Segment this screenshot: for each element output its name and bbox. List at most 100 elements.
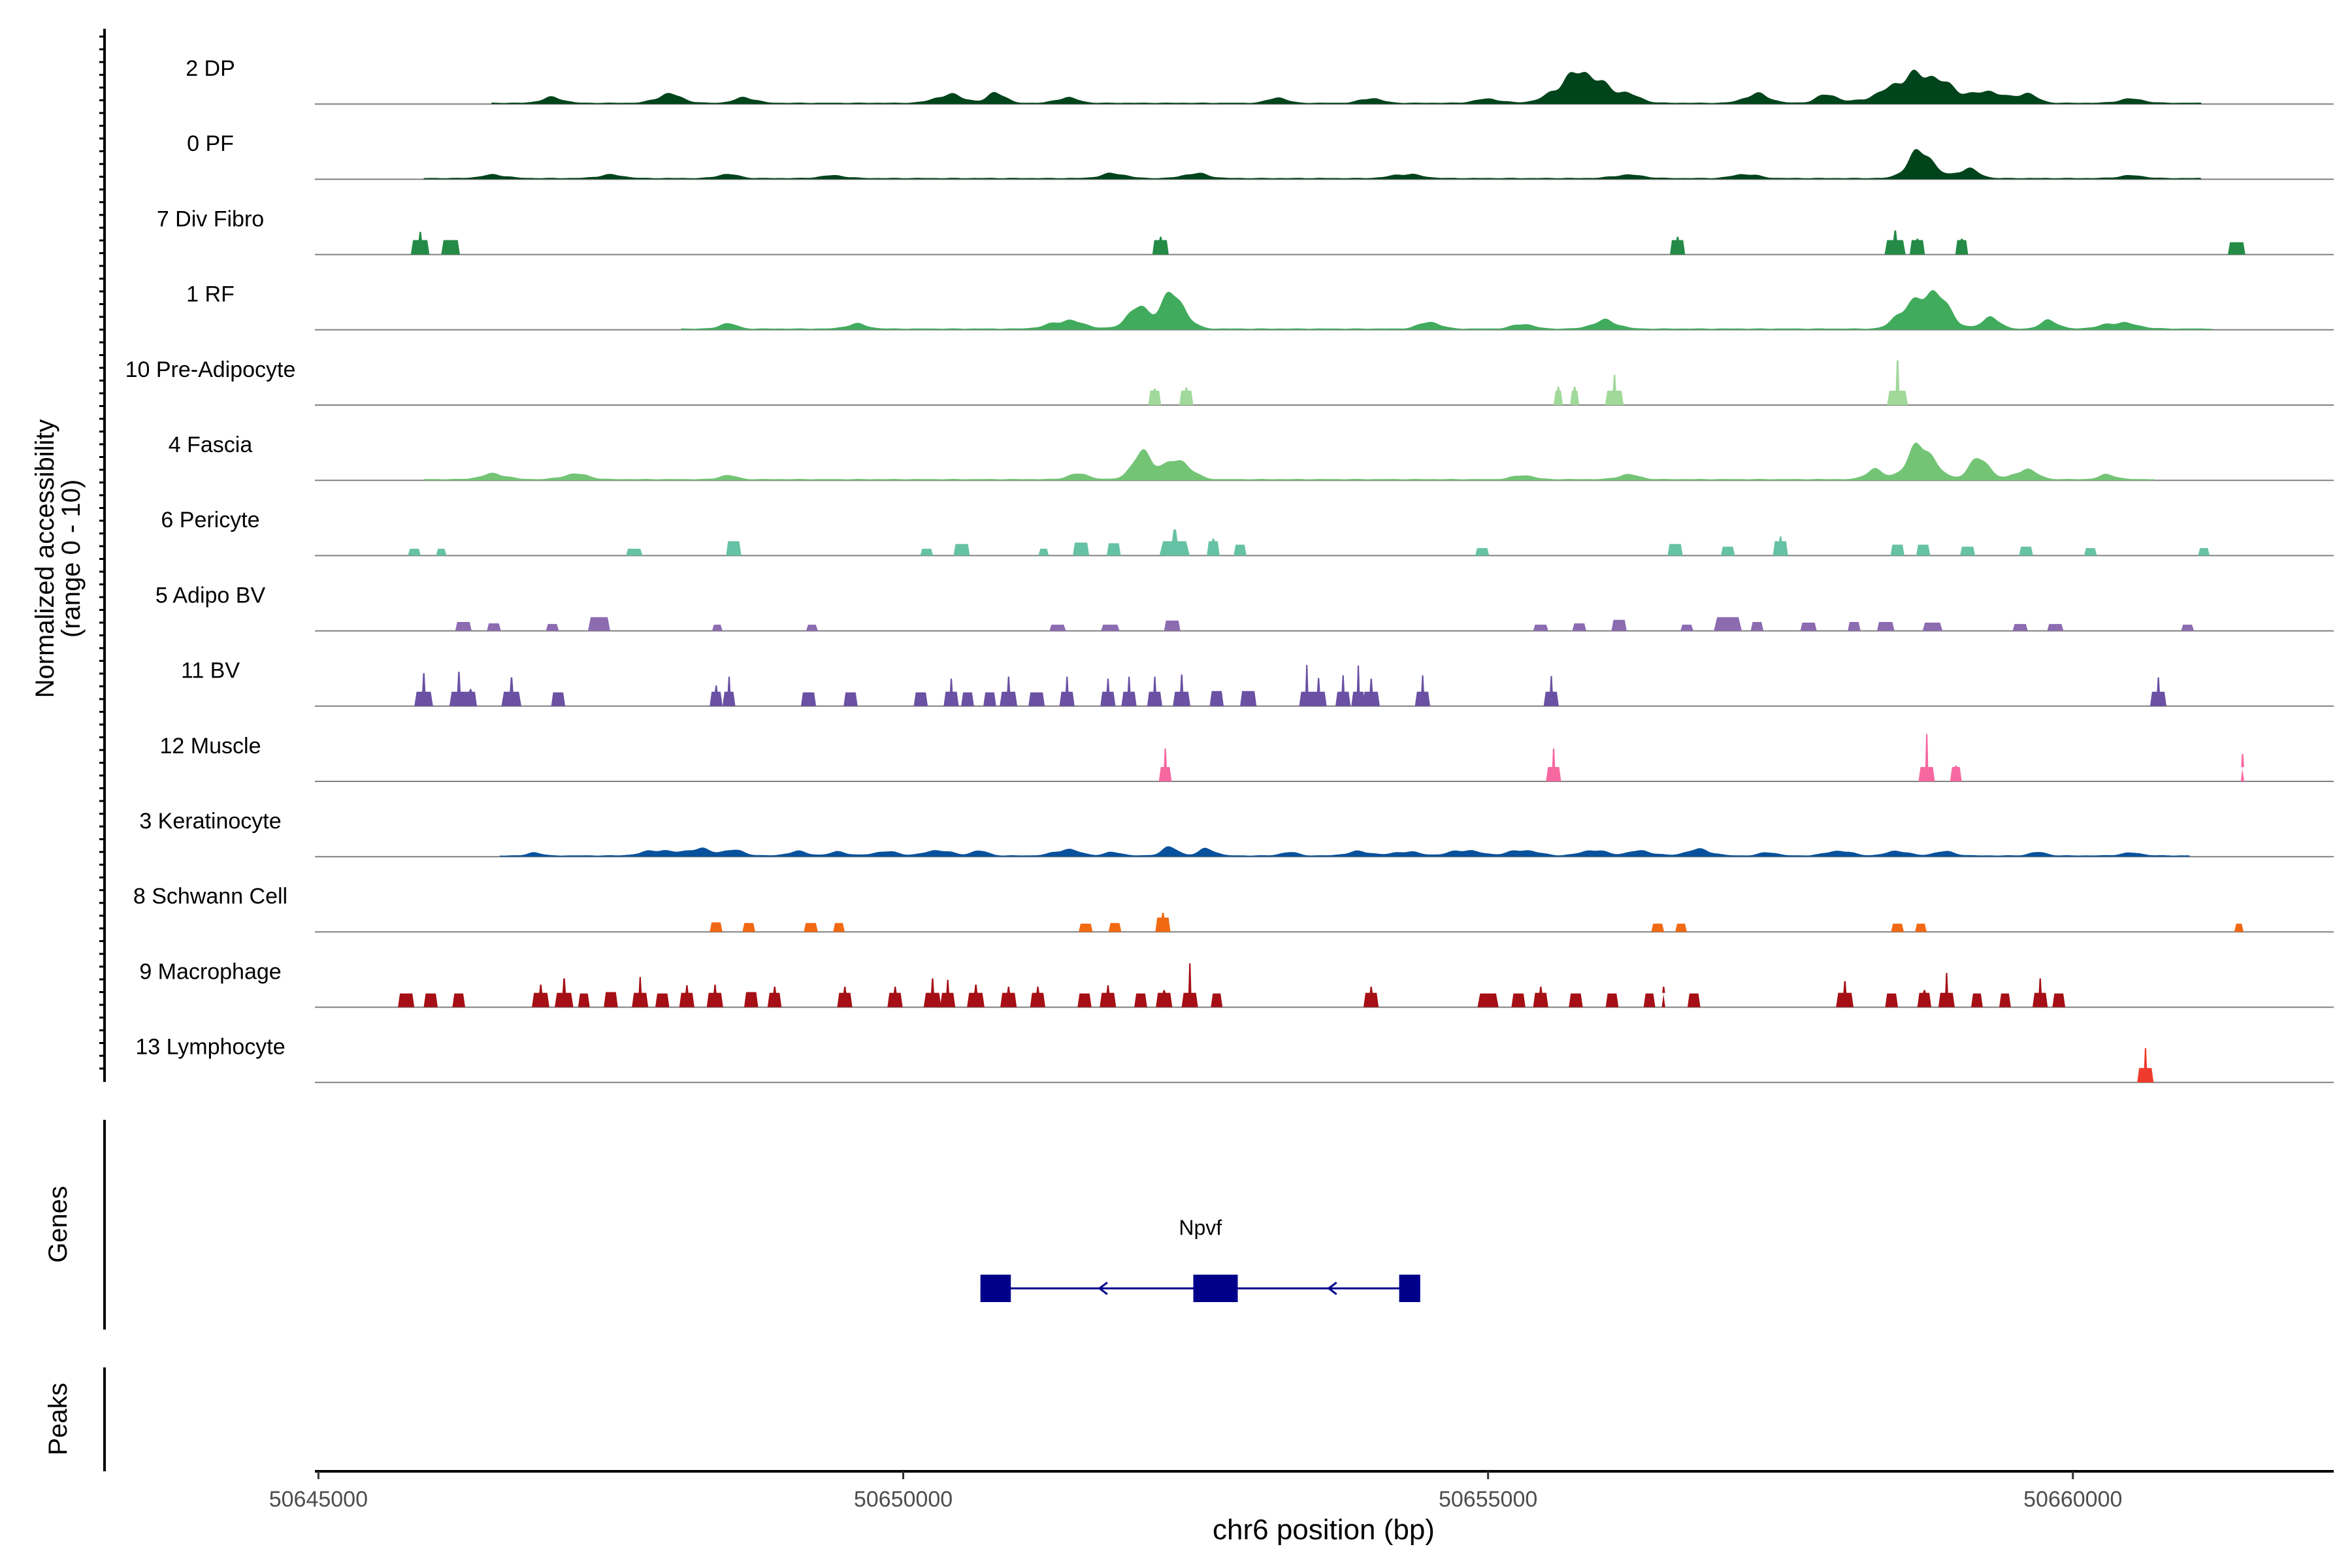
coverage-peak xyxy=(398,993,415,1007)
gene-annotations: Npvf xyxy=(980,1216,1420,1302)
coverage-peak xyxy=(414,673,433,706)
coverage-peak xyxy=(1916,544,1931,556)
track-label: 2 DP xyxy=(186,56,235,81)
coverage-peak xyxy=(939,979,956,1007)
peaks-panel: Peaks xyxy=(44,1367,106,1471)
gene-npvf: Npvf xyxy=(980,1216,1420,1302)
strand-arrow xyxy=(1098,1281,1108,1296)
gene-exon xyxy=(980,1275,1011,1302)
coverage-peak xyxy=(1414,675,1430,706)
coverage-peak xyxy=(1156,990,1173,1007)
coverage-peak xyxy=(1533,987,1548,1007)
coverage-peak xyxy=(710,685,723,706)
track-label: 1 RF xyxy=(186,282,235,307)
track-label: 6 Pericyte xyxy=(161,508,259,532)
coverage-peak xyxy=(1800,623,1817,631)
coverage-peak xyxy=(604,992,618,1007)
track-label: 12 Muscle xyxy=(160,734,261,759)
coverage-area xyxy=(491,69,2202,105)
coverage-peak xyxy=(1152,237,1169,255)
coverage-peak xyxy=(1364,987,1379,1007)
coverage-peak xyxy=(436,548,447,556)
track-label: 11 BV xyxy=(181,659,240,683)
coverage-peak xyxy=(1910,238,1925,255)
track-3: 1 RF xyxy=(186,282,2334,331)
coverage-peak xyxy=(1917,990,1932,1007)
coverage-peak xyxy=(1134,993,1147,1007)
coverage-peak xyxy=(2240,754,2244,781)
track-9: 12 Muscle xyxy=(160,734,2334,782)
track-2: 7 Div Fibro xyxy=(157,206,2334,255)
coverage-peak xyxy=(2019,546,2033,556)
coverage-peak xyxy=(1077,993,1092,1007)
coverage-peak xyxy=(1079,923,1093,932)
coverage-peak xyxy=(1108,923,1122,932)
coverage-peak xyxy=(626,548,643,556)
coverage-peak xyxy=(1922,623,1943,631)
coverage-peak xyxy=(449,672,468,706)
coverage-peak xyxy=(983,692,996,706)
coverage-peak xyxy=(1049,625,1066,631)
coverage-peak xyxy=(1351,665,1365,706)
coverage-peak xyxy=(1667,544,1683,556)
coverage-peak xyxy=(455,622,472,631)
track-label: 13 Lymphocyte xyxy=(135,1035,285,1060)
coverage-peak xyxy=(1101,625,1120,631)
track-12: 9 Macrophage xyxy=(139,959,2334,1008)
coverage-peak xyxy=(1100,985,1117,1007)
coverage-peak xyxy=(452,993,465,1007)
coverage-peak xyxy=(546,624,559,631)
coverage-peak xyxy=(1714,617,1742,631)
coverage-peak xyxy=(501,677,521,706)
coverage-peak xyxy=(1000,987,1017,1007)
coverage-peak xyxy=(2033,978,2048,1007)
coverage-peak xyxy=(1173,674,1190,706)
coverage-peak xyxy=(742,923,755,932)
coverage-peak xyxy=(588,617,610,631)
coverage-peak xyxy=(408,548,421,556)
coverage-peak xyxy=(800,692,817,706)
coverage-peak xyxy=(1148,388,1162,405)
coverage-peak xyxy=(923,978,941,1007)
coverage-peak xyxy=(843,692,858,706)
coverage-peak xyxy=(913,692,928,706)
gene-label: Npvf xyxy=(1179,1216,1222,1239)
track-label: 4 Fascia xyxy=(169,433,253,457)
coverage-peak xyxy=(1030,987,1045,1007)
coverage-peak xyxy=(744,992,759,1007)
coverage-peak xyxy=(1605,993,1619,1007)
track-8: 11 BV xyxy=(181,659,2334,707)
coverage-peak xyxy=(1179,387,1194,405)
coverage-peak xyxy=(487,623,501,631)
coverage-peak xyxy=(1605,374,1624,405)
coverage-peak xyxy=(1836,981,1854,1007)
track-4: 10 Pre-Adipocyte xyxy=(125,357,2334,406)
track-10: 3 Keratinocyte xyxy=(139,809,2334,858)
coverage-peak xyxy=(1772,536,1788,556)
coverage-peak xyxy=(1511,993,1526,1007)
x-axis-ticks: 50645000 50650000 50655000 50660000 xyxy=(269,1471,2122,1512)
coverage-peak xyxy=(1960,546,1976,556)
x-tick-label: 50660000 xyxy=(2023,1487,2122,1512)
coverage-peak xyxy=(1918,734,1935,781)
coverage-peak xyxy=(1876,622,1895,631)
coverage-peak xyxy=(1891,923,1904,932)
coverage-peak xyxy=(1209,691,1224,706)
coverage-peak xyxy=(632,977,649,1007)
coverage-peak xyxy=(1121,676,1137,706)
coverage-peak xyxy=(726,541,742,556)
coverage-peak xyxy=(1335,675,1351,706)
coverage-peak xyxy=(1675,923,1687,932)
coverage-peak xyxy=(2012,624,2028,631)
coverage-peak xyxy=(1477,993,1499,1007)
coverage-peak xyxy=(1950,765,1962,781)
coverage-peak xyxy=(532,985,549,1007)
coverage-peak xyxy=(837,987,853,1007)
coverage-peak xyxy=(722,676,736,706)
coverage-peak xyxy=(551,692,566,706)
coverage-peak xyxy=(920,548,934,556)
coverage-peak xyxy=(2149,677,2166,706)
coverage-peak xyxy=(833,923,845,932)
coverage-peak xyxy=(1887,360,1908,405)
coverage-peak xyxy=(1159,529,1190,556)
